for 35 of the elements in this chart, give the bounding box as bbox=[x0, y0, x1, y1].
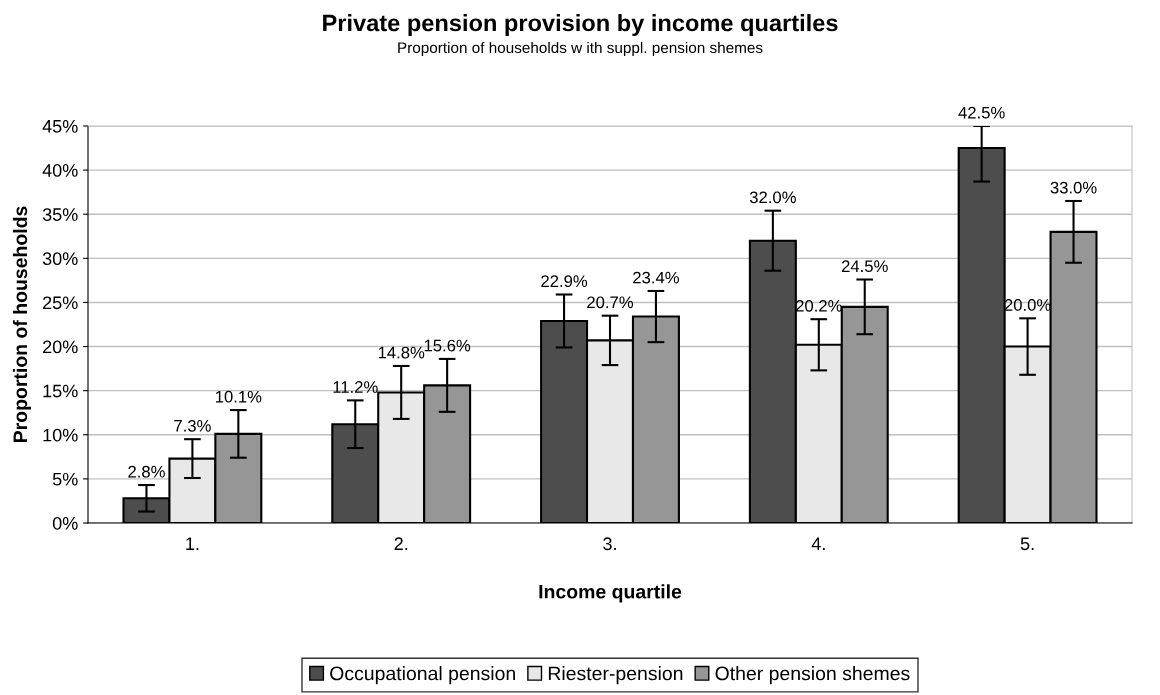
data-label: 7.3% bbox=[174, 419, 211, 432]
legend-label: Riester-pension bbox=[548, 666, 683, 685]
y-tick-label: 35% bbox=[42, 208, 78, 221]
y-tick-label: 45% bbox=[42, 120, 78, 133]
data-label: 20.7% bbox=[587, 296, 634, 309]
chart-subtitle: Proportion of households w ith suppl. pension shemes bbox=[398, 41, 763, 57]
y-tick-label: 40% bbox=[42, 164, 78, 177]
legend-label: Occupational pension bbox=[330, 666, 515, 685]
y-tick-label: 30% bbox=[42, 252, 78, 266]
data-label: 2.8% bbox=[128, 465, 165, 478]
x-tick-label: 1. bbox=[186, 537, 199, 550]
data-label: 32.0% bbox=[749, 191, 796, 204]
data-label: 14.8% bbox=[378, 346, 425, 359]
x-tick-label: 2. bbox=[394, 537, 408, 550]
x-axis-title: Income quartile bbox=[539, 584, 682, 603]
chart-title: Private pension provision by income quartiles bbox=[323, 14, 838, 37]
data-label: 15.6% bbox=[424, 339, 471, 352]
y-tick-label: 15% bbox=[43, 384, 78, 398]
y-tick-label: 10% bbox=[43, 428, 78, 442]
data-label: 10.1% bbox=[215, 390, 262, 403]
data-label: 23.4% bbox=[633, 271, 679, 284]
y-axis-title: Proportion of households bbox=[12, 206, 32, 443]
y-tick-label: 25% bbox=[43, 296, 78, 310]
y-tick-label: 5% bbox=[52, 472, 78, 486]
x-tick-label: 3. bbox=[603, 537, 616, 551]
data-label: 42.5% bbox=[958, 106, 1005, 119]
data-label: 33.0% bbox=[1050, 181, 1097, 194]
data-label: 22.9% bbox=[541, 275, 588, 288]
legend-label: Other pension shemes bbox=[715, 666, 910, 685]
data-label: 11.2% bbox=[333, 381, 378, 393]
x-tick-label: 5. bbox=[1020, 537, 1034, 551]
y-tick-label: 0% bbox=[52, 516, 78, 530]
data-label: 24.5% bbox=[841, 260, 888, 273]
x-tick-label: 4. bbox=[811, 537, 825, 550]
y-tick-label: 20% bbox=[43, 340, 78, 354]
